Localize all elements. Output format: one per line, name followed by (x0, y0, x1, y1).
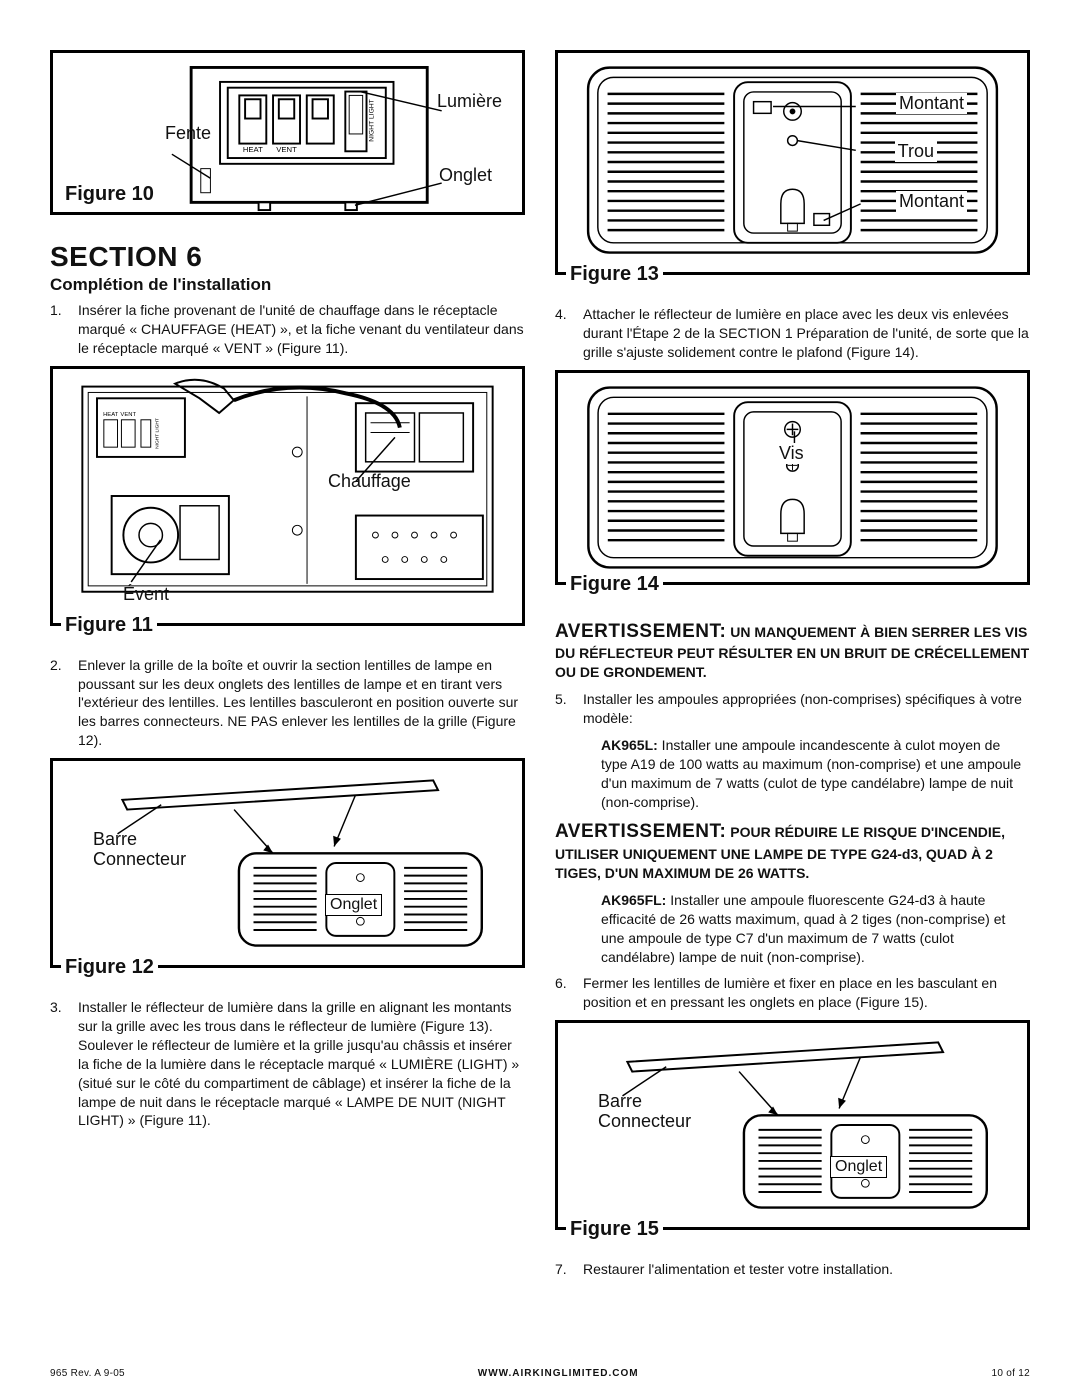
callout-fente: Fente (165, 123, 211, 144)
footer-left: 965 Rev. A 9-05 (50, 1368, 125, 1379)
step-1: 1.Insérer la fiche provenant de l'unité … (50, 301, 525, 358)
callout-vis: Vis (776, 443, 807, 464)
step-7: 7.Restaurer l'alimentation et tester vot… (555, 1260, 1030, 1279)
callout-onglet-15: Onglet (830, 1156, 887, 1178)
callout-montant-1: Montant (896, 93, 967, 114)
callout-connecteur-15: Connecteur (598, 1111, 691, 1132)
svg-text:VENT: VENT (276, 145, 297, 154)
figure-10: HEAT VENT NIGHT LIGHT Fente Lumière Ongl… (50, 50, 525, 215)
figure-11-label: Figure 11 (61, 614, 157, 637)
figure-14-label: Figure 14 (566, 573, 663, 596)
step-2: 2.Enlever la grille de la boîte et ouvri… (50, 656, 525, 750)
figure-13-diagram (558, 53, 1027, 272)
svg-text:HEAT: HEAT (103, 412, 119, 418)
figure-14: Vis Figure 14 (555, 370, 1030, 585)
figure-15-label: Figure 15 (566, 1218, 663, 1241)
callout-montant-2: Montant (896, 191, 967, 212)
svg-text:NIGHT LIGHT: NIGHT LIGHT (368, 99, 375, 142)
figure-12: Barre Connecteur Onglet Figure 12 (50, 758, 525, 968)
bulb-ak965fl: AK965FL: Installer une ampoule fluoresce… (601, 891, 1030, 967)
svg-text:NIGHT LIGHT: NIGHT LIGHT (155, 418, 161, 449)
callout-event: Évent (123, 584, 169, 605)
figure-13: Montant Trou Montant Figure 13 (555, 50, 1030, 275)
figure-11: HEAT VENT NIGHT LIGHT (50, 366, 525, 626)
callout-connecteur-12: Connecteur (93, 849, 186, 870)
callout-trou: Trou (895, 141, 937, 162)
footer-right: 10 of 12 (991, 1368, 1030, 1379)
figure-14-diagram (558, 373, 1027, 582)
section-subtitle: Complétion de l'installation (50, 275, 525, 295)
callout-barre-12: Barre (93, 829, 137, 850)
callout-barre-15: Barre (598, 1091, 642, 1112)
step-6: 6.Fermer les lentilles de lumière et fix… (555, 974, 1030, 1012)
callout-lumiere: Lumière (437, 91, 502, 112)
figure-13-label: Figure 13 (566, 263, 663, 286)
step-4: 4.Attacher le réflecteur de lumière en p… (555, 305, 1030, 362)
step-3: 3.Installer le réflecteur de lumière dan… (50, 998, 525, 1130)
svg-text:HEAT: HEAT (243, 145, 263, 154)
figure-12-label: Figure 12 (61, 956, 158, 979)
callout-onglet-12: Onglet (325, 894, 382, 916)
warning-2: AVERTISSEMENT: POUR RÉDUIRE LE RISQUE D'… (555, 819, 1030, 882)
step-5: 5.Installer les ampoules appropriées (no… (555, 690, 1030, 728)
warning-1: AVERTISSEMENT: UN MANQUEMENT À BIEN SERR… (555, 619, 1030, 682)
callout-onglet: Onglet (439, 165, 492, 186)
section-title: SECTION 6 (50, 241, 525, 273)
callout-chauffage: Chauffage (328, 471, 411, 492)
footer-mid: WWW.AIRKINGLIMITED.COM (478, 1368, 639, 1379)
bulb-ak965l: AK965L: Installer une ampoule incandesce… (601, 736, 1030, 812)
figure-15: Barre Connecteur Onglet Figure 15 (555, 1020, 1030, 1230)
figure-10-label: Figure 10 (61, 183, 158, 206)
svg-text:VENT: VENT (120, 412, 136, 418)
page-footer: 965 Rev. A 9-05 WWW.AIRKINGLIMITED.COM 1… (50, 1368, 1030, 1379)
